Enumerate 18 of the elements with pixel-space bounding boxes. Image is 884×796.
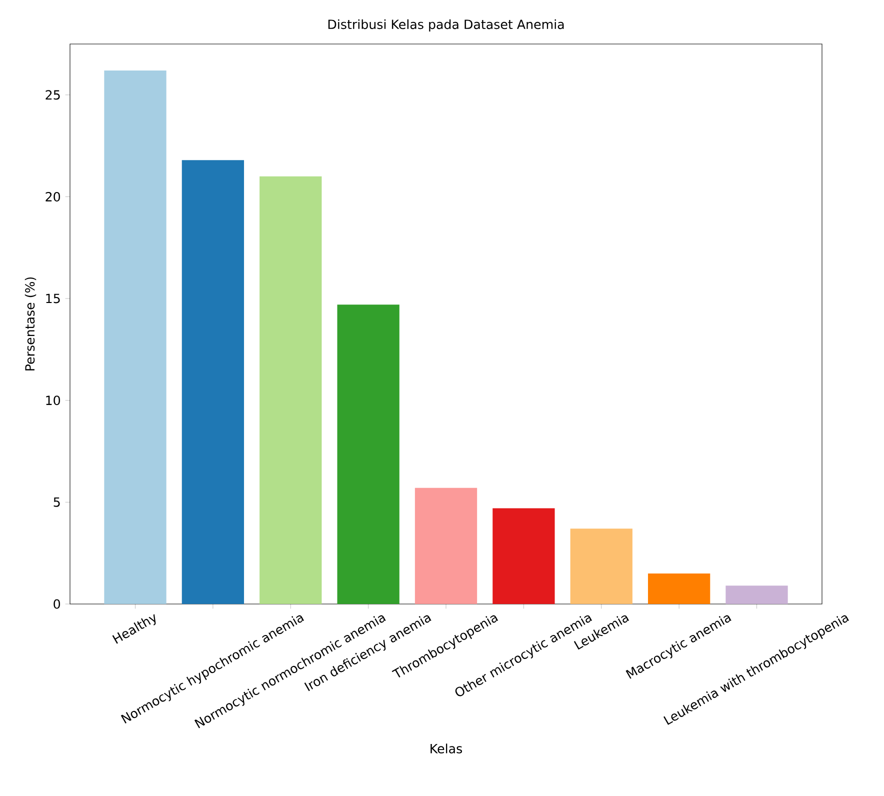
bar — [182, 160, 244, 604]
y-tick-label: 10 — [46, 396, 60, 406]
y-tick-label: 5 — [54, 497, 60, 507]
y-tick-label: 0 — [54, 599, 60, 609]
bar — [726, 586, 788, 604]
bar — [648, 573, 710, 604]
y-tick-label: 20 — [46, 192, 60, 202]
y-axis-title: Persentase (%) — [24, 277, 36, 370]
bar — [337, 304, 400, 604]
y-tick-label: 15 — [46, 294, 60, 304]
y-tick-label: 25 — [46, 90, 60, 100]
x-axis-title: Kelas — [430, 744, 462, 754]
bar — [492, 508, 555, 604]
chart-title: Distribusi Kelas pada Dataset Anemia — [328, 19, 564, 32]
bar — [260, 176, 322, 604]
bar — [104, 70, 166, 604]
bar — [414, 488, 478, 604]
bar — [570, 528, 632, 604]
